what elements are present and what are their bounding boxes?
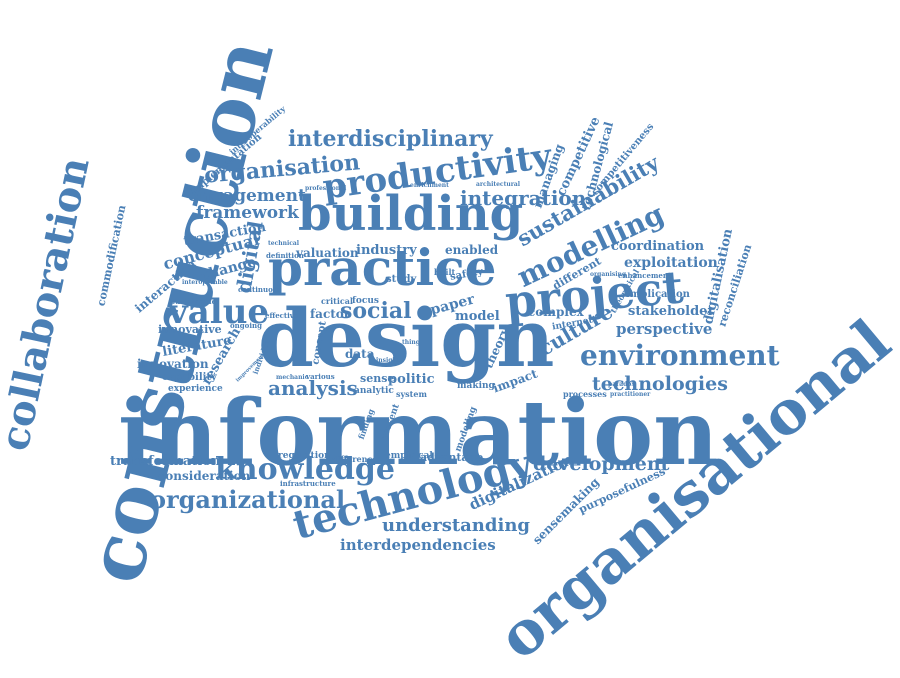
- word-definition: definition: [266, 251, 304, 260]
- word-analysis: analysis: [268, 376, 358, 400]
- word-framework: framework: [196, 203, 299, 223]
- word-processes: processes: [563, 389, 607, 399]
- word-coordination: coordination: [611, 239, 705, 254]
- word-mechanic: mechanic: [276, 374, 309, 381]
- word-innovation: innovation: [137, 357, 209, 371]
- word-sense: sense: [360, 372, 395, 385]
- word-knowledge: knowledge: [215, 452, 395, 487]
- word-enabled: enabled: [445, 243, 499, 257]
- word-ongoing: ongoing: [230, 321, 262, 330]
- word-effective: effective: [265, 311, 299, 320]
- word-collaboration: collaboration: [0, 153, 99, 455]
- word-integration: integration: [460, 186, 587, 210]
- word-thing: thing: [402, 339, 420, 346]
- word-critical: critical: [321, 296, 353, 306]
- word-commodification: commodification: [94, 203, 129, 308]
- word-professional: professional: [305, 185, 347, 192]
- word-complex: complex: [528, 305, 584, 319]
- word-advantage: advantage: [420, 451, 484, 464]
- word-building: building: [298, 186, 524, 242]
- word-interdisciplinary: interdisciplinary: [288, 126, 493, 152]
- word-social: social: [340, 298, 412, 324]
- word-implication: implication: [626, 289, 690, 300]
- word-transformation: transformation: [110, 454, 221, 469]
- word-continuous: continuous: [238, 285, 282, 294]
- word-stakeholder: stakeholder: [628, 304, 715, 319]
- word-industry: industry: [356, 243, 417, 258]
- word-value: value: [168, 292, 270, 332]
- word-engagement: engagement: [188, 186, 306, 206]
- word-enhancement: enhancement: [618, 271, 672, 280]
- word-focus: focus: [352, 296, 379, 306]
- word-exploitation: exploitation: [624, 255, 718, 271]
- word-system: system: [396, 389, 427, 399]
- word-organising: organising: [590, 271, 627, 278]
- word-various: various: [306, 372, 335, 381]
- word-consideration: consideration: [158, 469, 251, 483]
- word-environment: environment: [580, 339, 780, 372]
- word-architectural: architectural: [476, 181, 521, 188]
- word-design: design: [258, 291, 555, 385]
- word-insight: insight: [376, 357, 400, 364]
- word-information: information: [118, 380, 719, 486]
- word-understanding: understanding: [382, 515, 530, 536]
- word-technical: technical: [268, 240, 300, 247]
- word-development: development: [533, 453, 670, 475]
- word-difference: difference: [332, 454, 378, 464]
- word-experience: experience: [168, 384, 223, 394]
- word-regulation: regulation: [278, 451, 331, 461]
- word-perspective: perspective: [616, 320, 713, 338]
- word-enrichment: enrichment: [410, 182, 449, 189]
- word-study: study: [386, 274, 417, 285]
- word-practice: practice: [268, 238, 497, 297]
- word-analytic: analytic: [354, 386, 394, 396]
- word-paradox: paradox: [608, 381, 635, 388]
- word-data: data: [345, 347, 375, 361]
- word-interoperable: interoperable: [182, 279, 228, 286]
- word-empirical: empirical: [385, 451, 433, 461]
- word-capability: capability: [162, 372, 217, 383]
- word-factor: factor: [310, 307, 351, 321]
- word-innovative: innovative: [158, 323, 222, 336]
- word-infrastructure: infrastructure: [280, 479, 336, 488]
- word-organizational: organizational: [150, 485, 346, 514]
- word-politic: politic: [388, 372, 435, 387]
- word-sustainable: sustainable: [171, 297, 217, 306]
- word-built: built: [434, 267, 456, 277]
- word-interdependencies: interdependencies: [340, 536, 496, 554]
- word-model: model: [455, 309, 500, 324]
- word-technologies: technologies: [592, 373, 728, 395]
- word-valuation: valuation: [296, 246, 359, 260]
- word-practitioner: practitioner: [610, 391, 651, 398]
- word-making: making: [457, 381, 495, 391]
